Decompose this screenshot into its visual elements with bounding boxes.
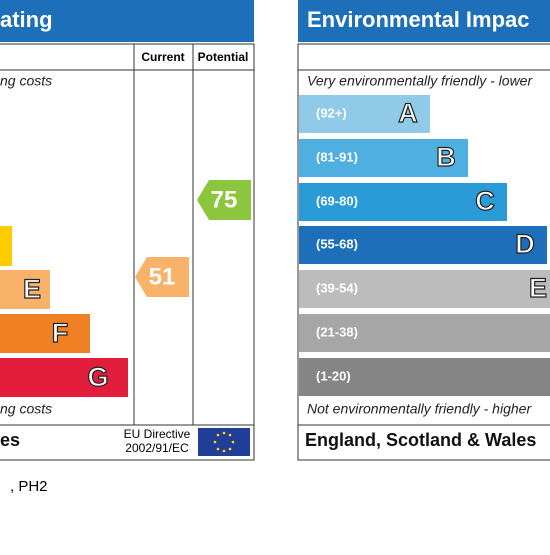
current-arrow xyxy=(135,257,189,297)
column-header: Current xyxy=(141,50,184,64)
band-range: (1-20) xyxy=(316,368,351,383)
band xyxy=(299,270,550,308)
band-letter: A xyxy=(398,98,418,128)
band-letter: B xyxy=(436,142,456,172)
band-letter: F xyxy=(52,318,69,348)
band-letter: G xyxy=(87,362,108,392)
footer-text: es xyxy=(0,430,20,450)
potential-rating: 75 xyxy=(211,186,238,213)
potential-arrow xyxy=(197,180,251,220)
band xyxy=(299,314,550,352)
band-range: (69-80) xyxy=(316,193,358,208)
band xyxy=(299,139,468,177)
directive: 2002/91/EC xyxy=(125,441,189,455)
band-range: (81-91) xyxy=(316,149,358,164)
band-letter: D xyxy=(515,229,535,259)
address: , PH2 xyxy=(10,478,48,495)
top-note: Very environmentally friendly - lower xyxy=(307,73,533,89)
band-letter: C xyxy=(475,186,495,216)
band xyxy=(0,358,128,397)
directive: EU Directive xyxy=(124,427,191,441)
header-bar xyxy=(0,0,254,42)
band-letter: E xyxy=(529,273,547,303)
band-range: (55-68) xyxy=(316,236,358,251)
band xyxy=(299,183,507,221)
header-bar xyxy=(298,0,550,42)
band-range: (92+) xyxy=(316,105,347,120)
bottom-note: Not environmentally friendly - higher xyxy=(307,401,532,417)
band xyxy=(0,226,12,266)
panel-title: ating xyxy=(0,7,53,32)
column-header: Potential xyxy=(198,50,249,64)
panel-frame xyxy=(297,43,550,461)
band xyxy=(0,314,90,353)
panel-frame xyxy=(0,43,255,461)
bottom-note: ng costs xyxy=(0,401,52,417)
band-range: (21-38) xyxy=(316,324,358,339)
current-rating: 51 xyxy=(149,263,176,290)
band-letter: E xyxy=(23,274,41,304)
eu-stars xyxy=(213,431,235,453)
band xyxy=(0,270,50,309)
top-note: ng costs xyxy=(0,73,52,89)
band-list: (92+) A (81-91) B (69-80) C (55-68) D (39-54) E (2… xyxy=(299,95,550,396)
footer-text: England, Scotland & Wales xyxy=(305,430,536,450)
panel-title: Environmental Impac xyxy=(307,7,530,32)
band xyxy=(299,226,547,264)
band xyxy=(299,95,430,133)
band-range: (39-54) xyxy=(316,280,358,295)
band xyxy=(299,358,550,396)
